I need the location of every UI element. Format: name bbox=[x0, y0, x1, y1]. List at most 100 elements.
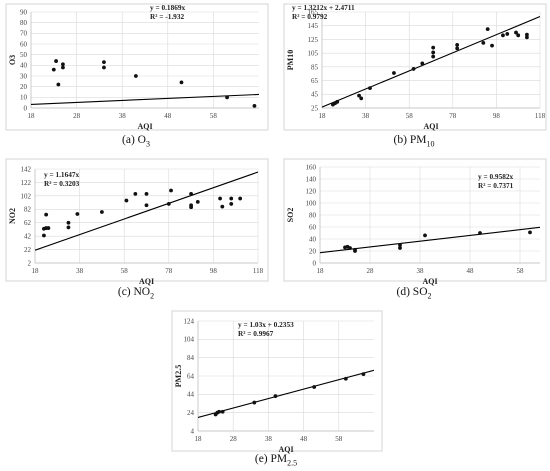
pm10-data-point bbox=[392, 71, 396, 75]
pm10-data-point bbox=[525, 32, 529, 37]
o3-ytick-label: 30 bbox=[20, 72, 28, 80]
pm10-ytick-label: 25 bbox=[311, 104, 319, 112]
no2-data-point bbox=[133, 191, 138, 196]
no2-data-point bbox=[218, 196, 222, 201]
pm10-data-point bbox=[455, 43, 460, 47]
so2-data-point bbox=[528, 230, 532, 235]
pm10-data-point bbox=[505, 32, 510, 36]
pm10-ytick-label: 45 bbox=[311, 91, 319, 99]
o3-data-point bbox=[252, 103, 257, 108]
no2-data-point bbox=[66, 220, 71, 225]
pm10-data-point bbox=[431, 54, 436, 59]
so2-ytick-label: 120 bbox=[306, 187, 317, 195]
caption-so2: (d) SO2 bbox=[396, 286, 432, 301]
pm25-xtick-label: 48 bbox=[300, 435, 308, 443]
no2-ytick-label: 82 bbox=[24, 206, 32, 214]
so2-ytick-label: 140 bbox=[306, 175, 317, 183]
pm10-ytick-label: 85 bbox=[311, 63, 319, 71]
o3-xtick-label: 38 bbox=[119, 112, 127, 120]
so2-ytick-label: 80 bbox=[309, 211, 317, 219]
pm25-data-point bbox=[273, 394, 278, 399]
so2-data-point bbox=[398, 243, 402, 247]
pm25-ytick-label: 84 bbox=[187, 354, 195, 362]
no2-data-point bbox=[124, 198, 129, 203]
so2-frame bbox=[283, 158, 547, 282]
o3-frame bbox=[5, 3, 269, 131]
o3-trend-equation: y = 0.1869x bbox=[150, 3, 186, 12]
no2-data-point bbox=[100, 210, 104, 214]
so2-ytick-label: 0 bbox=[313, 259, 317, 267]
o3-xtick-label: 18 bbox=[28, 112, 36, 120]
no2-xtick-label: 58 bbox=[121, 267, 129, 275]
pm10-data-point bbox=[525, 35, 529, 40]
pm10-data-point bbox=[420, 61, 425, 66]
pm25-y-axis-title: PM2.5 bbox=[174, 365, 183, 387]
pm25-xtick-label: 58 bbox=[335, 435, 343, 443]
pm25-data-point bbox=[361, 372, 366, 377]
so2-xtick-label: 58 bbox=[517, 267, 525, 275]
no2-r-squared: R² = 0.3203 bbox=[44, 179, 80, 188]
chart-o3: 0 10 20 30 40 50 60 70 80 90 18 28 38 48 58 AQI O3 y = 0.… bbox=[0, 0, 272, 152]
pm25-ytick-label: 104 bbox=[184, 336, 195, 344]
so2-ytick-label: 40 bbox=[309, 235, 317, 243]
o3-data-point bbox=[56, 82, 61, 87]
so2-trendline bbox=[320, 226, 540, 254]
no2-xtick-label: 118 bbox=[253, 267, 264, 275]
no2-data-point bbox=[195, 200, 200, 204]
pm25-trend-equation: y = 1.03x + 0.2353 bbox=[238, 320, 294, 329]
pm10-data-point bbox=[501, 33, 505, 38]
pm10-data-point bbox=[357, 93, 361, 98]
no2-xtick-label: 38 bbox=[76, 267, 84, 275]
no2-data-point bbox=[169, 188, 173, 193]
pm10-data-point bbox=[431, 50, 436, 55]
o3-ytick-label: 20 bbox=[20, 83, 28, 91]
no2-data-point bbox=[42, 233, 46, 238]
chart-pm10: 25 45 65 85 105 125 145 165 18 38 58 78 98 118 AQI PM10… bbox=[276, 0, 550, 152]
pm25-data-point bbox=[217, 409, 222, 414]
o3-r-squared: R² = -1.932 bbox=[150, 12, 184, 21]
pm25-x-axis-title: AQI bbox=[278, 445, 293, 454]
o3-data-point bbox=[225, 95, 229, 100]
pm25-ytick-label: 4 bbox=[191, 427, 195, 435]
pm10-ytick-label: 125 bbox=[308, 36, 319, 44]
no2-ytick-label: 2 bbox=[28, 259, 32, 267]
so2-y-axis-title: SO2 bbox=[286, 208, 295, 223]
chart-o3-svg: 0 10 20 30 40 50 60 70 80 90 18 28 38 48 58 AQI O3 y = 0.… bbox=[5, 3, 269, 131]
pm10-trend-equation: y = 1.3212x + 2.4711 bbox=[292, 3, 355, 12]
pm10-data-point bbox=[516, 33, 521, 38]
o3-ytick-label: 70 bbox=[20, 30, 28, 38]
pm10-xtick-label: 38 bbox=[362, 112, 370, 120]
pm10-data-point bbox=[335, 99, 340, 104]
o3-ytick-label: 50 bbox=[20, 51, 28, 59]
no2-data-point bbox=[44, 212, 49, 217]
pm10-y-axis-title: PM10 bbox=[286, 50, 295, 70]
no2-xtick-label: 98 bbox=[210, 267, 218, 275]
o3-ytick-label: 80 bbox=[20, 19, 28, 27]
o3-data-point bbox=[133, 74, 138, 78]
pm25-ytick-label: 124 bbox=[184, 317, 195, 325]
chart-pm10-svg: 25 45 65 85 105 125 145 165 18 38 58 78 98 118 AQI PM10… bbox=[283, 3, 547, 131]
no2-frame bbox=[5, 158, 269, 282]
no2-data-point bbox=[189, 203, 194, 208]
no2-x-axis-title: AQI bbox=[139, 277, 154, 286]
o3-data-point bbox=[51, 67, 56, 72]
pm10-data-point bbox=[514, 30, 518, 35]
pm10-data-point bbox=[359, 96, 364, 101]
chart-no2: 2 22 42 62 82 102 122 142 18 38 58 78 98 118 AQI NO2 y =… bbox=[0, 155, 272, 307]
caption-pm25: (e) PM2.5 bbox=[254, 453, 298, 468]
o3-ytick-label: 90 bbox=[20, 8, 28, 16]
no2-data-point bbox=[166, 202, 171, 206]
no2-data-point bbox=[189, 191, 194, 196]
no2-ytick-label: 122 bbox=[21, 179, 32, 187]
pm10-data-point bbox=[490, 43, 494, 48]
no2-ytick-label: 22 bbox=[24, 246, 32, 254]
pm10-data-point bbox=[485, 27, 490, 32]
pm25-ytick-label: 44 bbox=[187, 391, 195, 399]
pm10-xtick-label: 18 bbox=[319, 112, 327, 120]
o3-data-point bbox=[102, 60, 106, 65]
no2-data-point bbox=[238, 196, 243, 201]
o3-ytick-label: 60 bbox=[20, 40, 28, 48]
pm10-data-point bbox=[431, 45, 436, 50]
no2-ytick-label: 62 bbox=[24, 219, 32, 227]
pm10-ytick-label: 145 bbox=[308, 22, 319, 30]
